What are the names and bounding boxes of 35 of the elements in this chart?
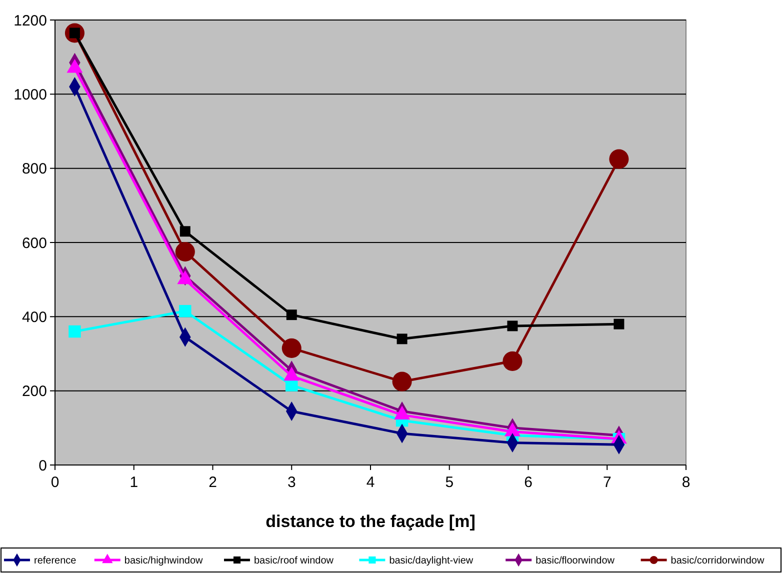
y-tick-label: 1000 [14, 86, 47, 104]
point [502, 351, 522, 371]
y-tick-label: 200 [22, 383, 47, 400]
x-tick-label: 6 [524, 474, 532, 491]
x-tick-label: 8 [682, 474, 690, 491]
x-tick-label: 7 [602, 474, 612, 491]
y-tick-label: 800 [22, 160, 47, 178]
point [507, 320, 518, 332]
legend-label: basic/floorwindow [536, 556, 616, 566]
legend-label: basic/roof window [254, 556, 334, 566]
x-tick-label: 1 [130, 474, 138, 491]
point [614, 318, 624, 330]
y-tick-label: 0 [38, 457, 47, 474]
x-tick-label: 3 [287, 474, 296, 491]
x-tick-label: 4 [366, 474, 375, 491]
point [180, 226, 190, 237]
x-tick-label: 0 [50, 474, 60, 491]
y-tick-label: 1200 [14, 12, 47, 30]
y-tick-label: 600 [22, 234, 47, 252]
point [396, 334, 408, 344]
legend-label: reference [34, 556, 77, 566]
legend-label: basic/highwindow [124, 556, 204, 566]
point [68, 325, 81, 338]
point [282, 338, 302, 358]
point [179, 304, 192, 318]
point [609, 149, 629, 169]
legend-label: basic/daylight-view [389, 556, 474, 566]
point [286, 310, 297, 320]
x-tick-label: 2 [208, 474, 217, 491]
y-tick-label: 400 [22, 308, 47, 326]
legend-label: basic/corridorwindow [670, 556, 765, 566]
point [392, 372, 412, 392]
x-tick-label: 5 [445, 474, 454, 491]
x-axis-title: distance to the façade [m] [266, 512, 476, 531]
point [175, 242, 195, 262]
